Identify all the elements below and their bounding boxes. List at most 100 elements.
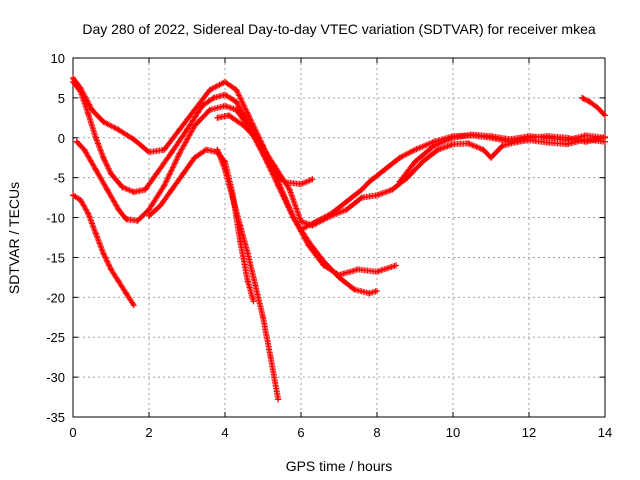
data-point [298,181,304,188]
data-point [366,290,373,297]
data-point [70,78,76,85]
data-point [545,134,551,141]
data-point [244,110,251,117]
data-point [465,140,472,147]
data-point [146,212,152,219]
y-tick-label: -15 [46,250,65,265]
data-point [290,214,297,221]
data-point [526,133,532,140]
y-tick-label: -5 [53,171,65,186]
x-tick-label: 8 [373,425,380,440]
data-point [180,170,187,177]
data-point [115,206,122,213]
data-point [241,122,247,129]
data-point [229,194,236,201]
data-point [594,104,601,111]
data-point [431,142,437,149]
data-point [168,186,175,193]
data-point [199,102,206,109]
data-point [130,302,137,309]
data-point [358,194,365,201]
data-point [176,126,183,133]
data-point [142,186,149,193]
y-tick-label: 10 [51,51,65,66]
data-point [130,189,137,196]
data-point [313,218,320,225]
data-point [396,154,403,161]
data-point [434,146,441,153]
x-tick-label: 4 [221,425,228,440]
data-point [85,110,92,117]
data-point [286,186,293,193]
data-point [222,91,228,98]
series-arc-10 [579,94,608,119]
data-point [244,278,251,285]
series-arc-3 [73,102,380,297]
data-point [115,278,122,285]
data-point [134,217,141,224]
series-arc-4 [70,192,137,309]
data-point [70,192,76,199]
data-point [244,250,251,257]
data-point [396,178,403,185]
data-point [488,133,494,140]
data-point [374,268,380,275]
data-point [104,186,111,193]
data-point [358,186,365,193]
data-point [336,274,342,281]
data-point [564,137,570,144]
data-point [586,98,593,105]
data-point [191,154,198,161]
data-point [583,138,589,145]
data-point [374,287,380,294]
series-arc-6 [214,146,282,403]
data-point [393,262,399,269]
data-point [206,86,213,93]
data-point [450,141,456,148]
data-point [100,118,107,125]
data-point [222,166,228,173]
data-point [203,146,209,153]
data-point [191,106,198,113]
x-tick-label: 0 [69,425,76,440]
data-point [271,162,278,169]
data-point [233,86,240,93]
data-point [389,186,396,193]
data-point [157,202,164,209]
data-point [77,88,84,95]
data-point [123,216,130,223]
data-point [412,158,418,165]
data-point [252,282,259,289]
data-point [153,170,160,177]
data-point [412,146,418,153]
data-point [366,178,373,185]
data-point [328,210,335,217]
data-point [267,354,274,361]
data-series [70,74,608,403]
data-point [210,94,217,101]
data-point [214,114,221,121]
x-tick-label: 6 [297,425,304,440]
data-point [100,250,107,257]
y-tick-label: -25 [46,330,65,345]
data-point [250,298,257,305]
data-point [256,138,263,145]
data-point [343,206,350,213]
data-point [222,78,228,85]
data-point [419,158,426,165]
data-point [499,142,506,149]
data-point [123,290,130,297]
data-point [119,184,126,191]
data-point [351,286,358,293]
data-point [115,126,122,133]
data-point [73,138,80,145]
y-axis-label: SDTVAR / TECUs [6,182,22,294]
x-tick-label: 14 [598,425,612,440]
y-tick-label: -20 [46,290,65,305]
data-point [260,314,266,321]
data-point [81,146,88,153]
data-point [92,166,99,173]
data-point [298,226,304,233]
